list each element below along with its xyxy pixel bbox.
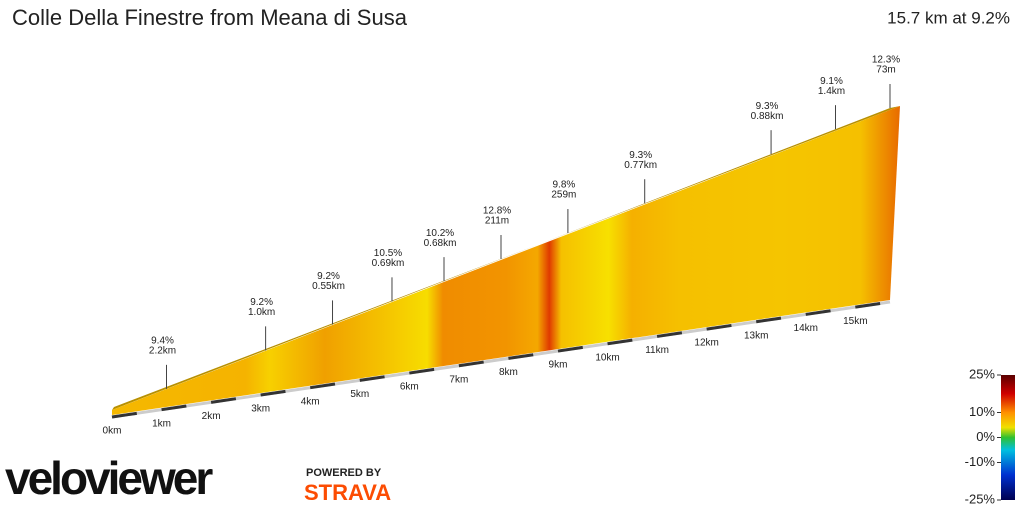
length-label: 73m [876, 65, 895, 76]
x-tick [359, 375, 385, 382]
length-label: 0.69km [372, 258, 405, 269]
gradient-label: 10.2% [426, 228, 454, 239]
gradient-label: 9.1% [820, 76, 843, 87]
plot: 0km 1km 2km 3km 4km 5km 6km 7km 8km 9km 10km 11km 12… [103, 55, 901, 437]
x-tick-label: 5km [350, 389, 369, 400]
x-tick-label: 4km [301, 396, 320, 407]
x-tick [855, 301, 881, 309]
x-tick-label: 14km [794, 323, 818, 334]
x-tick-label: 6km [400, 382, 419, 393]
chart-title: Colle Della Finestre from Meana di Susa [12, 5, 408, 30]
gradient-label: 10.5% [374, 248, 402, 259]
gradient-label: 9.4% [151, 335, 174, 346]
x-tick-label: 9km [549, 360, 568, 371]
x-tick [111, 411, 137, 419]
length-label: 0.88km [751, 111, 784, 122]
x-tick-label: 8km [499, 367, 518, 378]
chart-subtitle: 15.7 km at 9.2% [887, 8, 1010, 27]
length-label: 211m [485, 216, 509, 227]
x-tick [805, 309, 831, 316]
x-tick-label: 15km [843, 316, 867, 327]
x-tick [260, 389, 286, 397]
x-tick [210, 397, 237, 404]
gradient-label: 9.3% [629, 150, 652, 161]
x-tick-label: 2km [202, 411, 221, 422]
gradient-label: 9.2% [250, 297, 273, 308]
x-tick [508, 353, 534, 360]
gradient-label: 9.3% [756, 101, 779, 112]
length-label: 0.77km [624, 160, 657, 171]
x-tick-label: 10km [595, 352, 619, 363]
length-label: 0.55km [312, 281, 345, 292]
length-label: 2.2km [149, 345, 176, 356]
length-label: 1.4km [818, 86, 845, 97]
colorbar-label: -25% [965, 491, 996, 506]
strava: STRAVA [304, 480, 391, 505]
x-tick-label: 12km [694, 338, 718, 349]
colorbar-axis: 25% 10% 0% -10% -25% [965, 366, 1001, 506]
x-tick [409, 367, 435, 375]
colorbar-label: 25% [969, 366, 995, 381]
logo: veloviewer [5, 452, 213, 504]
gradient-label: 12.8% [483, 206, 511, 217]
powered-by: POWERED BY [306, 467, 382, 479]
length-label: 0.68km [424, 238, 457, 249]
x-tick [656, 331, 683, 338]
x-tick [755, 316, 782, 324]
x-tick-label: 11km [645, 345, 669, 356]
gradient-label: 9.2% [317, 271, 340, 282]
x-tick-label: 7km [449, 374, 468, 385]
x-tick-label: 0km [103, 426, 122, 437]
x-tick [458, 360, 484, 368]
colorbar-label: 10% [969, 404, 995, 419]
x-tick-label: 1km [152, 418, 171, 429]
ramp-face [112, 106, 900, 415]
length-label: 1.0km [248, 307, 275, 318]
x-tick [557, 345, 583, 353]
gradient-label: 9.8% [552, 180, 575, 191]
x-tick [161, 404, 187, 412]
length-label: 259m [551, 190, 576, 201]
colorbar-label: 0% [976, 429, 995, 444]
x-tick-label: 3km [251, 404, 270, 415]
colorbar-label: -10% [965, 454, 996, 469]
colorbar [1001, 375, 1015, 500]
x-tick [706, 323, 732, 331]
gradient-label: 12.3% [872, 55, 900, 66]
x-tick-label: 13km [744, 330, 768, 341]
x-tick [607, 338, 633, 346]
x-tick [309, 382, 336, 390]
